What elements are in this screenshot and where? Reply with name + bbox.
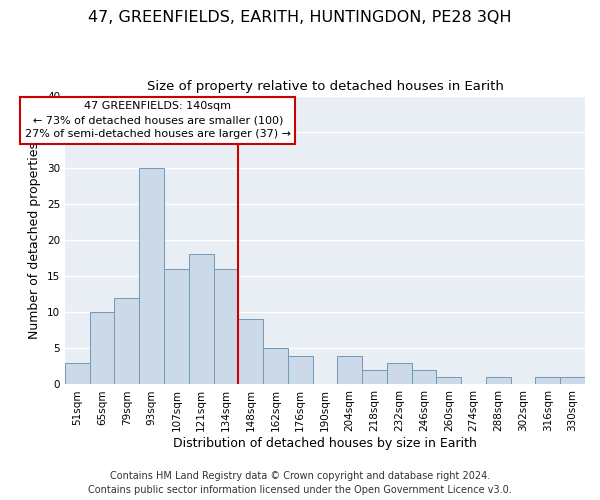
Text: 47, GREENFIELDS, EARITH, HUNTINGDON, PE28 3QH: 47, GREENFIELDS, EARITH, HUNTINGDON, PE2… [88,10,512,25]
Bar [362,370,387,384]
Bar [238,320,263,384]
Bar [486,377,511,384]
Bar [214,269,238,384]
Bar [65,363,90,384]
Bar [115,298,139,384]
Bar [337,356,362,384]
Y-axis label: Number of detached properties: Number of detached properties [28,142,41,338]
Bar [436,377,461,384]
Bar [387,363,412,384]
Bar [412,370,436,384]
Bar [560,377,585,384]
Bar [535,377,560,384]
Bar [90,312,115,384]
Bar [139,168,164,384]
Text: Contains HM Land Registry data © Crown copyright and database right 2024.
Contai: Contains HM Land Registry data © Crown c… [88,471,512,495]
Bar [189,254,214,384]
X-axis label: Distribution of detached houses by size in Earith: Distribution of detached houses by size … [173,437,477,450]
Text: 47 GREENFIELDS: 140sqm
← 73% of detached houses are smaller (100)
27% of semi-de: 47 GREENFIELDS: 140sqm ← 73% of detached… [25,102,291,140]
Bar [288,356,313,384]
Bar [263,348,288,384]
Title: Size of property relative to detached houses in Earith: Size of property relative to detached ho… [146,80,503,93]
Bar [164,269,189,384]
